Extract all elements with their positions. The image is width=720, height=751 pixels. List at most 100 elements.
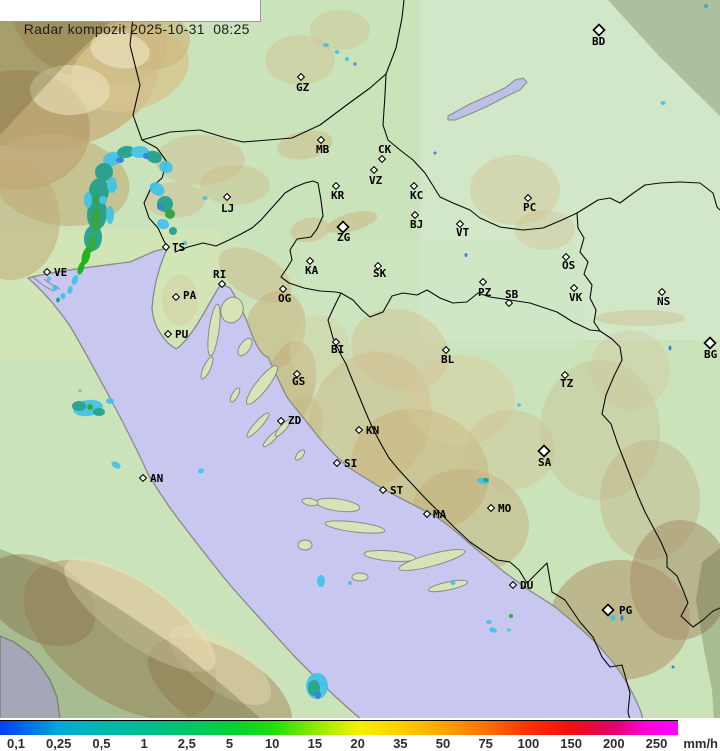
- city-marker-bj: [410, 210, 420, 220]
- city-marker-ns: [657, 287, 667, 297]
- city-marker-bl: [441, 345, 451, 355]
- radar-echo: [77, 261, 85, 275]
- city-label-bi: BI: [331, 343, 344, 356]
- legend-unit: mm/h: [683, 736, 718, 751]
- terrain-patch: [64, 557, 216, 673]
- page-title: Radar kompozit 2025-10-31 08:25: [23, 21, 250, 37]
- city-label-vz: VZ: [369, 174, 383, 187]
- legend-value-labels: 0,1 0,25 0,5 1 2,5 5 10 15 20 35 50 75 100 150 200 250: [0, 736, 720, 751]
- city-label-ka: KA: [305, 264, 319, 277]
- city-label-sk: SK: [373, 267, 387, 280]
- city-marker-mo: [486, 503, 496, 513]
- radar-echo: [99, 196, 107, 204]
- radar-echo: [464, 253, 468, 257]
- radar-echo: [323, 43, 329, 47]
- radar-echo: [317, 575, 325, 587]
- city-label-lj: LJ: [221, 202, 234, 215]
- radar-echo: [620, 615, 624, 621]
- city-label-du: DU: [520, 579, 534, 592]
- terrain-patch: [590, 330, 670, 410]
- island: [295, 449, 305, 461]
- city-marker-mb: [316, 135, 326, 145]
- city-label-st: ST: [390, 484, 404, 497]
- city-marker-du: [508, 580, 518, 590]
- intensity-legend: 0,1 0,25 0,5 1 2,5 5 10 15 20 35 50 75 100 150 200 250 …: [0, 718, 720, 751]
- city-label-og: OG: [278, 292, 292, 305]
- radar-echo: [67, 286, 73, 294]
- terrain-patch: [630, 520, 720, 640]
- city-label-bd: BD: [592, 35, 606, 48]
- legend-value: 150: [560, 736, 582, 751]
- radar-echo: [183, 241, 187, 245]
- city-marker-os: [561, 252, 571, 262]
- radar-echo: [143, 153, 149, 159]
- city-marker-bi: [331, 337, 341, 347]
- radar-echo: [334, 50, 340, 54]
- island: [237, 337, 253, 357]
- venice-lagoon: [31, 275, 61, 292]
- city-marker-tz: [560, 370, 570, 380]
- radar-echo: [169, 227, 177, 235]
- city-marker-ka: [305, 256, 315, 266]
- city-marker-bg: [703, 336, 717, 350]
- city-label-mo: MO: [498, 502, 512, 515]
- terrain-patch: [515, 210, 575, 250]
- radar-echo: [433, 151, 437, 155]
- legend-value: 10: [264, 736, 280, 751]
- city-marker-pa: [171, 292, 181, 302]
- city-marker-kc: [409, 181, 419, 191]
- legend-value: 200: [602, 736, 625, 751]
- legend-value: 0,25: [46, 736, 72, 751]
- city-marker-gz: [296, 72, 306, 82]
- radar-coverage-shade: [0, 0, 720, 720]
- city-label-ns: NS: [657, 295, 670, 308]
- island: [297, 539, 313, 551]
- radar-echo: [315, 691, 321, 699]
- city-marker-sa: [537, 444, 551, 458]
- city-marker-pc: [523, 193, 533, 203]
- city-marker-st: [378, 485, 388, 495]
- legend-value: 0,5: [92, 736, 111, 751]
- radar-echo: [353, 62, 357, 66]
- city-label-ck: CK: [378, 143, 392, 156]
- radar-echo: [87, 404, 93, 410]
- terrain-patch: [155, 135, 245, 185]
- terrain-patch: [218, 247, 292, 303]
- country-borders: [129, 0, 720, 720]
- terrain-patch: [162, 275, 198, 325]
- terrain-patch: [310, 10, 370, 50]
- terrain-patch: [168, 624, 272, 706]
- city-label-pg: PG: [619, 604, 633, 617]
- radar-echo: [489, 627, 497, 633]
- terrain-patch: [405, 355, 515, 445]
- terrain-patch: [0, 160, 60, 280]
- city-label-kc: KC: [410, 189, 423, 202]
- tyrrhenian-sea: [0, 635, 61, 720]
- island: [351, 572, 369, 582]
- radar-echo: [84, 192, 92, 208]
- radar-echo: [111, 461, 121, 469]
- city-marker-zg: [336, 220, 350, 234]
- city-label-tz: TZ: [560, 377, 574, 390]
- city-marker-ve: [42, 267, 52, 277]
- radar-echo: [56, 297, 60, 303]
- city-marker-kr: [331, 181, 341, 191]
- radar-echo: [660, 101, 666, 105]
- radar-echo: [71, 275, 79, 285]
- city-marker-kn: [354, 425, 364, 435]
- radar-echo: [517, 403, 521, 407]
- legend-value: 20: [350, 736, 365, 751]
- city-label-pa: PA: [183, 289, 197, 302]
- terrain-patch: [200, 165, 270, 205]
- city-label-pc: PC: [523, 201, 536, 214]
- radar-echo: [93, 194, 99, 206]
- city-marker-vk: [569, 283, 579, 293]
- radar-echo: [165, 209, 175, 219]
- legend-value: 1: [140, 736, 148, 751]
- city-marker-ri: [217, 279, 227, 289]
- terrain-patch: [30, 65, 110, 115]
- radar-echo: [90, 208, 102, 232]
- legend-value: 0,1: [6, 736, 26, 751]
- radar-echo: [52, 285, 58, 291]
